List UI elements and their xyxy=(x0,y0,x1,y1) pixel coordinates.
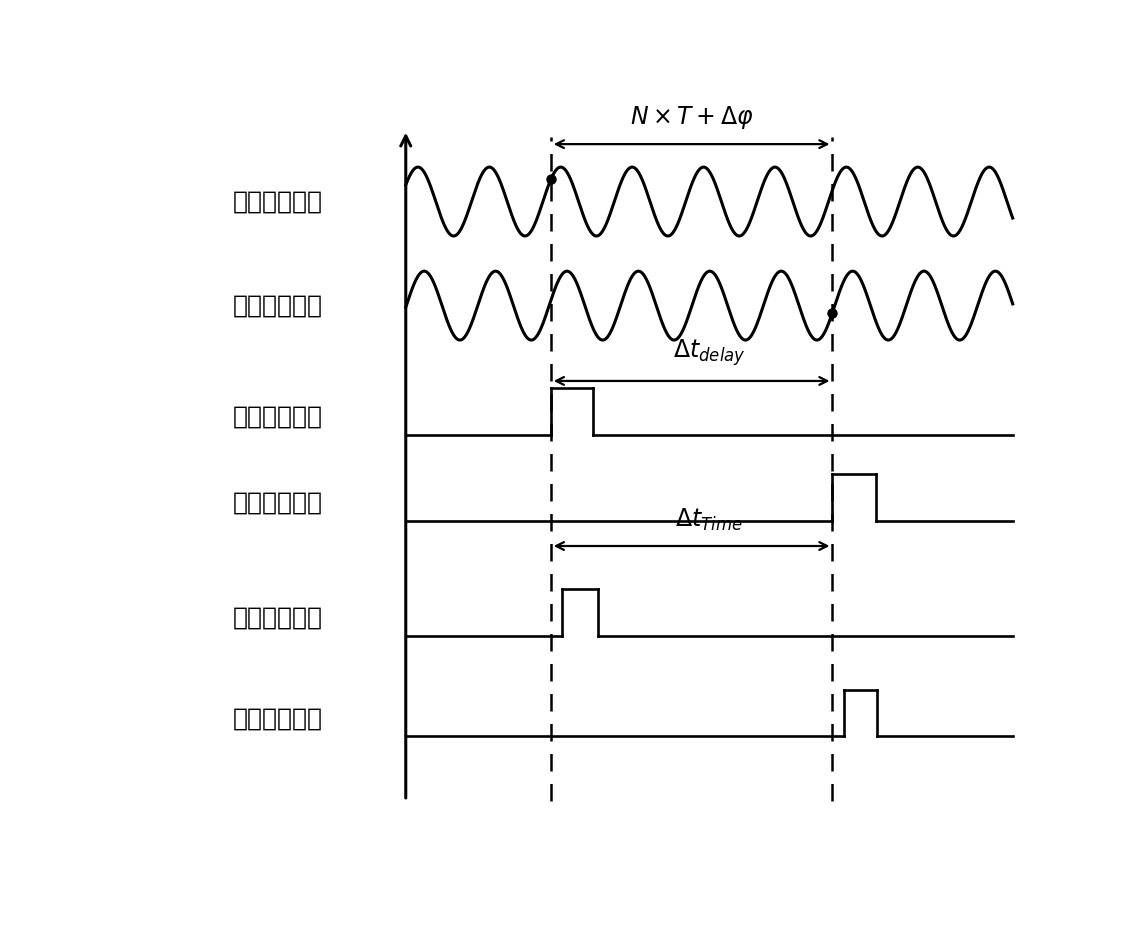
Text: 远地时间输出: 远地时间输出 xyxy=(233,706,323,731)
Text: 本地参考时间: 本地参考时间 xyxy=(233,606,323,630)
Text: $\Delta t_{delay}$: $\Delta t_{delay}$ xyxy=(673,337,746,368)
Text: $N\times T+\Delta\varphi$: $N\times T+\Delta\varphi$ xyxy=(630,104,754,131)
Text: $\Delta t_{Time}$: $\Delta t_{Time}$ xyxy=(675,507,743,533)
Text: 本地参考频率: 本地参考频率 xyxy=(233,189,323,213)
Text: 远地时间触发: 远地时间触发 xyxy=(233,491,323,515)
Text: 远地频率输出: 远地频率输出 xyxy=(233,294,323,318)
Text: 本地时间触发: 本地时间触发 xyxy=(233,404,323,429)
